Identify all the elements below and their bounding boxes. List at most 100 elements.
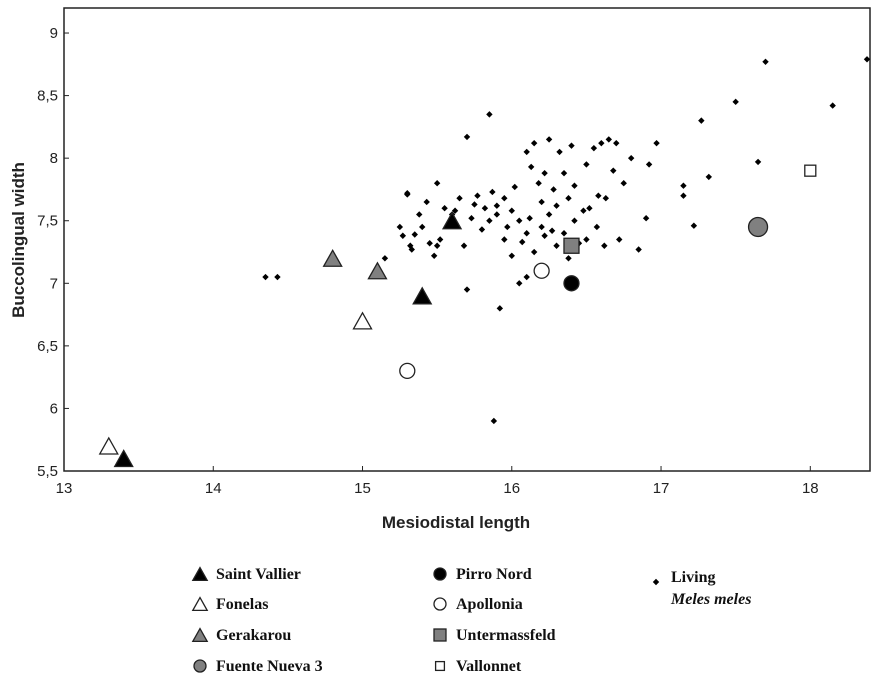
y-tick-label: 7 (50, 275, 58, 292)
living-meles-meles-point (274, 273, 281, 281)
living-meles-meles-point (381, 255, 389, 262)
living-meles-meles-point (436, 236, 444, 243)
living-meles-meles-point (627, 154, 635, 162)
living-meles-meles-point (523, 230, 530, 237)
living-meles-meles-point (460, 242, 468, 249)
x-tick-label: 15 (354, 480, 371, 497)
living-meles-meles-point (530, 248, 538, 256)
living-meles-meles-point (471, 201, 478, 208)
living-meles-meles-point (580, 207, 587, 214)
living-meles-meles-point (601, 242, 608, 249)
legend-item-pirro-nord: Pirro Nord (433, 566, 532, 583)
legend-square-icon (434, 660, 446, 672)
living-meles-meles-point (553, 242, 560, 249)
living-meles-meles-point (560, 230, 568, 237)
living-meles-meles-point (511, 183, 518, 191)
living-meles-meles-point (441, 205, 448, 212)
living-meles-meles-point (404, 190, 411, 197)
apollonia-point (399, 362, 416, 380)
living-meles-meles-point (568, 142, 575, 149)
legend-item-gerakarou: Gerakarou (191, 627, 291, 644)
living-meles-meles-point (653, 139, 660, 147)
saint-vallier-point (441, 211, 463, 230)
living-meles-meles-point (698, 117, 705, 124)
living-meles-meles-point (416, 211, 423, 218)
x-tick-label: 18 (802, 480, 819, 497)
living-meles-meles-point (565, 255, 572, 262)
living-meles-meles-point (571, 217, 578, 224)
living-meles-meles-point (423, 198, 430, 206)
x-tick-label: 16 (503, 480, 520, 497)
living-meles-meles-point (262, 273, 269, 281)
living-meles-meles-point (538, 223, 545, 231)
legend-item-fonelas: Fonelas (191, 596, 268, 613)
living-meles-meles-point (430, 252, 438, 259)
legend-circle-icon (433, 597, 447, 611)
fonelas-point (98, 436, 119, 455)
x-axis: 13 14 15 16 17 18 (56, 466, 819, 497)
legend-item-saint-vallier: Saint Vallier (191, 566, 301, 583)
living-meles-meles-point (527, 163, 535, 171)
living-meles-meles-point (426, 240, 433, 247)
living-meles-meles-point (583, 161, 590, 168)
legend-circle-icon (193, 659, 207, 673)
living-meles-meles-point (553, 202, 560, 209)
living-meles-meles-point (645, 161, 653, 168)
y-tick-label: 7,5 (37, 213, 58, 230)
living-meles-meles-point (490, 417, 498, 425)
living-meles-meles-point (548, 227, 556, 234)
living-meles-meles-point (571, 182, 578, 189)
vallonnet-point (804, 164, 817, 177)
legend-label: Untermassfeld (456, 627, 556, 644)
legend-item-untermassfeld: Untermassfeld (433, 627, 556, 644)
living-meles-meles-point (541, 169, 548, 177)
living-meles-meles-point (463, 133, 471, 141)
living-meles-meles-point (690, 222, 698, 229)
living-meles-meles-point (863, 56, 871, 63)
living-meles-meles-point (754, 158, 762, 166)
pirro-nord-point (563, 275, 580, 292)
living-meles-meles-point (550, 186, 557, 193)
living-meles-meles-point (680, 192, 687, 199)
fonelas-point (352, 311, 373, 330)
y-axis-title: Buccolingual width (9, 162, 28, 318)
living-meles-meles-point (523, 273, 530, 281)
saint-vallier-point (113, 449, 134, 468)
living-meles-meles-point (762, 58, 769, 66)
legend-item-fuente-nueva-3: Fuente Nueva 3 (193, 658, 323, 675)
living-meles-meles-point (481, 205, 489, 212)
legend-label: Saint Vallier (216, 566, 301, 583)
living-meles-meles-point (530, 139, 538, 147)
living-meles-meles-point (433, 242, 441, 249)
living-meles-meles-point (486, 217, 493, 224)
y-tick-label: 6,5 (37, 338, 58, 355)
living-meles-meles-point (595, 192, 602, 199)
y-tick-label: 8 (50, 150, 58, 167)
legend-circle-icon (433, 567, 447, 581)
living-meles-meles-point (586, 205, 593, 212)
living-meles-meles-point (396, 223, 404, 231)
fossil-series (98, 164, 817, 468)
living-meles-meles-point (411, 231, 418, 238)
gerakarou-point (367, 261, 388, 280)
living-meles-meles-point (545, 211, 553, 218)
living-meles-meles-point (468, 215, 475, 222)
legend-label: Vallonnet (456, 658, 522, 675)
living-meles-meles-point (456, 195, 463, 202)
living-meles-meles-point (399, 232, 407, 239)
legend-item-vallonnet: Vallonnet (434, 658, 522, 675)
living-meles-meles-point (519, 238, 526, 246)
living-meles-meles-point (451, 207, 459, 214)
legend-label: Apollonia (456, 596, 523, 613)
living-meles-meles-point (419, 223, 426, 231)
living-meles-meles-point (610, 167, 617, 174)
x-tick-label: 14 (205, 480, 222, 497)
living-meles-meles-point (493, 211, 501, 218)
living-meles-meles-point (598, 139, 605, 147)
plot-frame (63, 7, 871, 472)
living-meles-meles-point (829, 102, 836, 109)
living-meles-meles-point (486, 111, 493, 118)
living-meles-meles-point (516, 280, 523, 287)
living-meles-meles-point (504, 223, 511, 231)
